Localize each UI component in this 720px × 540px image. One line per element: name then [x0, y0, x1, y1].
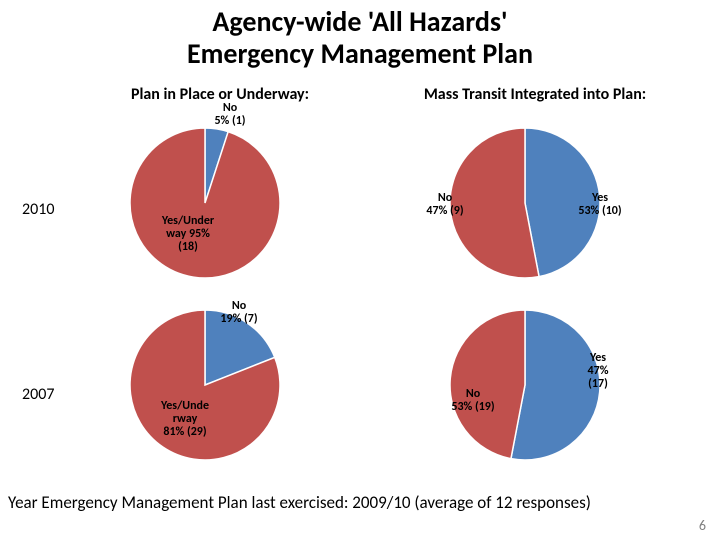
column-header-right-text: Mass Transit Integrated into Plan:: [424, 85, 646, 104]
label-line: 53% (10): [560, 205, 640, 218]
year-label-2007: 2007: [22, 385, 54, 404]
footnote-text: Year Emergency Management Plan last exer…: [8, 492, 591, 513]
page-number: 6: [699, 517, 706, 534]
pie-2007-transit-no-label: No 53% (19): [433, 388, 513, 414]
pie-2007-plan-yes-label: Yes/Unde rway 81% (29): [145, 400, 225, 440]
year-label-2010: 2010: [22, 200, 54, 219]
title-line1: Agency-wide 'All Hazards': [0, 6, 720, 38]
year-label-2007-text: 2007: [22, 385, 54, 404]
pie-2007-transit-yes-label: Yes 47% (17): [568, 352, 628, 392]
label-line: (17): [568, 378, 628, 391]
page-number-text: 6: [699, 517, 706, 534]
label-line: (18): [148, 241, 228, 254]
pie-2010-plan-svg: [130, 128, 280, 278]
pie-2007-plan-no-label: No 19% (7): [204, 300, 274, 326]
label-line: 53% (19): [433, 401, 513, 414]
footnote: Year Emergency Management Plan last exer…: [0, 492, 720, 513]
pie-2010-transit-no-label: No 47% (9): [410, 192, 480, 218]
pie-2010-transit-yes-label: Yes 53% (10): [560, 192, 640, 218]
pie-2010-plan: [130, 128, 280, 278]
year-label-2010-text: 2010: [22, 200, 54, 219]
pie-2010-plan-no-label: No 5% (1): [195, 102, 265, 128]
column-header-right: Mass Transit Integrated into Plan:: [390, 85, 680, 104]
label-line: 5% (1): [195, 115, 265, 128]
pie-2010-plan-yes-label: Yes/Under way 95% (18): [148, 215, 228, 255]
label-line: 81% (29): [145, 426, 225, 439]
label-line: 47% (9): [410, 205, 480, 218]
title-line2: Emergency Management Plan: [0, 38, 720, 70]
slide-title: Agency-wide 'All Hazards' Emergency Mana…: [0, 6, 720, 70]
label-line: 19% (7): [204, 313, 274, 326]
